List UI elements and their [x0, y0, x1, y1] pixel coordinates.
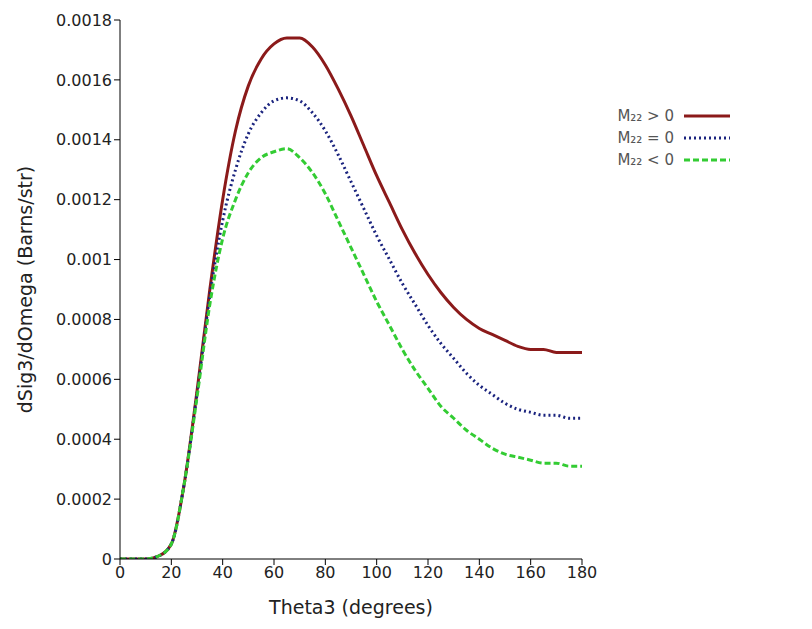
svg-text:0.0002: 0.0002 — [56, 490, 112, 509]
html-text:M₂₂ > 0: M₂₂ > 0 — [617, 107, 674, 125]
svg-text:180: 180 — [567, 563, 598, 582]
svg-text:0.0014: 0.0014 — [56, 130, 112, 149]
svg-text:0: 0 — [102, 550, 112, 569]
svg-text:0.0012: 0.0012 — [56, 190, 112, 209]
svg-text:80: 80 — [315, 563, 335, 582]
svg-text:140: 140 — [464, 563, 495, 582]
svg-text:Theta3 (degrees): Theta3 (degrees) — [268, 596, 433, 618]
svg-text:0.001: 0.001 — [66, 250, 112, 269]
svg-text:0.0018: 0.0018 — [56, 11, 112, 30]
svg-text:120: 120 — [413, 563, 444, 582]
svg-text:0.0008: 0.0008 — [56, 310, 112, 329]
svg-text:160: 160 — [515, 563, 546, 582]
html-text:M₂₂ < 0: M₂₂ < 0 — [617, 151, 674, 169]
html-text:M₂₂ = 0: M₂₂ = 0 — [617, 129, 674, 147]
svg-text:0.0006: 0.0006 — [56, 370, 112, 389]
svg-text:0: 0 — [115, 563, 125, 582]
svg-text:dSig3/dOmega (Barns/str): dSig3/dOmega (Barns/str) — [14, 166, 36, 413]
svg-text:100: 100 — [361, 563, 392, 582]
svg-text:0.0016: 0.0016 — [56, 71, 112, 90]
svg-text:20: 20 — [161, 563, 181, 582]
svg-text:0.0004: 0.0004 — [56, 430, 112, 449]
svg-text:60: 60 — [264, 563, 284, 582]
svg-text:40: 40 — [212, 563, 232, 582]
